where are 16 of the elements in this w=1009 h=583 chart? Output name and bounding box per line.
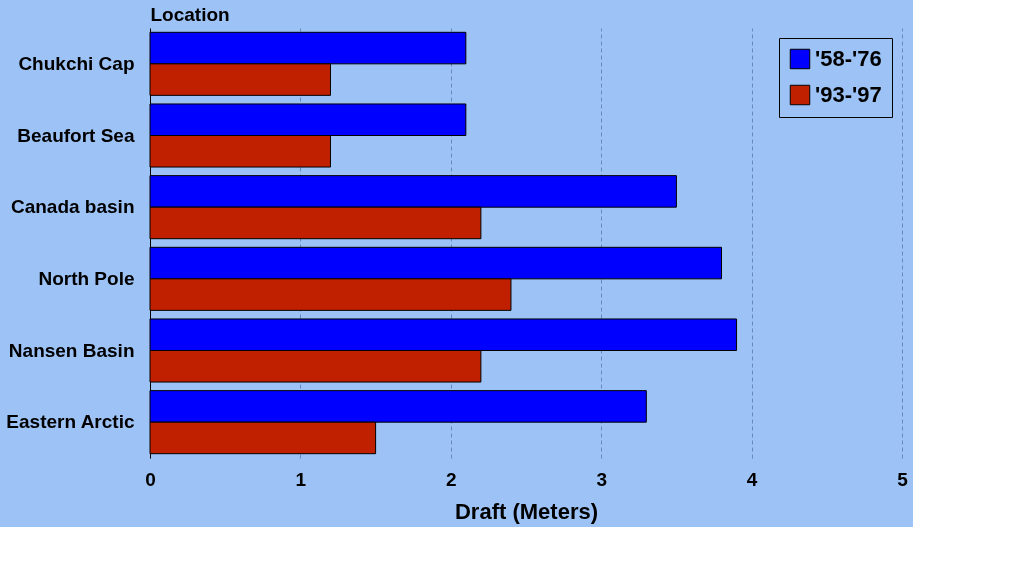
legend-label: '58-'76 — [815, 46, 882, 71]
y-tick-label: Beaufort Sea — [17, 124, 135, 146]
x-tick-label: 4 — [746, 468, 758, 490]
y-tick-label: Nansen Basin — [8, 339, 135, 361]
x-tick-label: 2 — [446, 468, 457, 490]
y-tick-label: North Pole — [38, 267, 135, 289]
x-tick-label: 1 — [295, 468, 307, 490]
x-axis-title: Draft (Meters) — [454, 498, 599, 524]
x-tick-label: 3 — [596, 468, 607, 490]
y-tick-label: Chukchi Cap — [18, 52, 135, 74]
y-axis-title: Location — [150, 3, 230, 25]
y-tick-label: Eastern Arctic — [6, 411, 135, 433]
x-tick-label: 0 — [145, 468, 156, 490]
legend-label: '93-'97 — [815, 82, 882, 107]
y-tick-label: Canada basin — [10, 196, 135, 218]
x-tick-label: 5 — [897, 468, 909, 490]
